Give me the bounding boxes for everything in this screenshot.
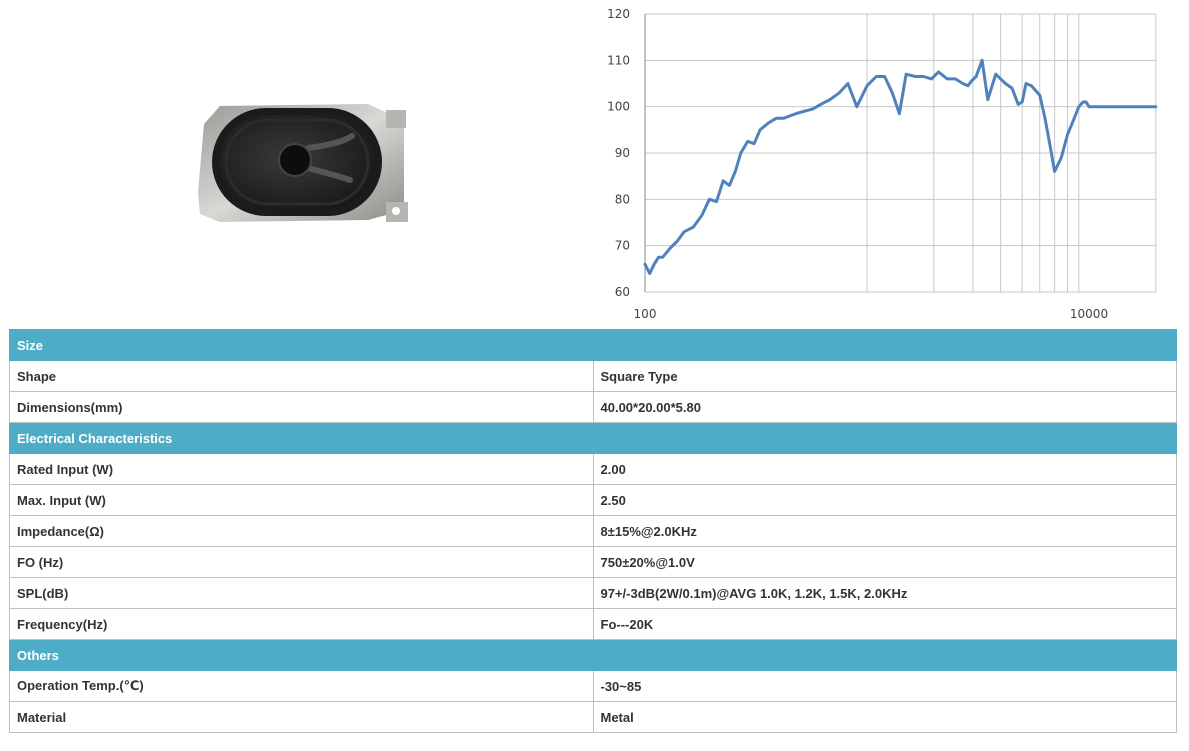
spec-row-impedance: Impedance(Ω) 8±15%@2.0KHz	[9, 515, 1177, 547]
frequency-response-line	[643, 58, 1158, 275]
y-tick-labels: 60 70 80 90 100 110 120	[607, 7, 630, 299]
y-tick-label: 80	[615, 192, 630, 206]
spec-label-frequency: Frequency(Hz)	[9, 608, 594, 640]
section-title-size: Size	[9, 329, 1177, 361]
horizontal-gridlines	[645, 13, 1156, 293]
y-tick-label: 100	[607, 100, 630, 114]
spec-label-impedance: Impedance(Ω)	[9, 515, 594, 547]
speaker-product-image	[198, 104, 408, 222]
section-title-electrical: Electrical Characteristics	[9, 422, 1177, 454]
x-tick-labels: 100 10000	[634, 307, 1109, 321]
spec-value-operation-temp: -30~85	[592, 670, 1177, 702]
spec-label-spl: SPL(dB)	[9, 577, 594, 609]
frequency-response-chart: 60 70 80 90 100 110 120 100 10000	[607, 7, 1158, 321]
x-tick-label: 100	[634, 307, 657, 321]
y-tick-label: 60	[615, 285, 630, 299]
spec-value-rated-input: 2.00	[592, 453, 1177, 485]
spec-row-rated-input: Rated Input (W) 2.00	[9, 453, 1177, 485]
spec-row-max-input: Max. Input (W) 2.50	[9, 484, 1177, 516]
specifications-table: Size Shape Square Type Dimensions(mm) 40…	[9, 329, 1177, 733]
y-tick-label: 70	[615, 239, 630, 253]
spec-value-spl: 97+/-3dB(2W/0.1m)@AVG 1.0K, 1.2K, 1.5K, …	[592, 577, 1177, 609]
spec-label-operation-temp: Operation Temp.(℃)	[9, 670, 594, 702]
x-tick-label: 10000	[1070, 307, 1108, 321]
spec-value-frequency: Fo---20K	[592, 608, 1177, 640]
spec-value-shape: Square Type	[592, 360, 1177, 392]
section-title-others: Others	[9, 639, 1177, 671]
spec-label-shape: Shape	[9, 360, 594, 392]
spec-row-fo: FO (Hz) 750±20%@1.0V	[9, 546, 1177, 578]
spec-row-material: Material Metal	[9, 701, 1177, 733]
spec-label-rated-input: Rated Input (W)	[9, 453, 594, 485]
vertical-gridlines	[644, 14, 1157, 292]
spec-row-shape: Shape Square Type	[9, 360, 1177, 392]
spec-label-material: Material	[9, 701, 594, 733]
spec-label-dimensions: Dimensions(mm)	[9, 391, 594, 423]
section-header-electrical: Electrical Characteristics	[9, 422, 1177, 454]
spec-value-dimensions: 40.00*20.00*5.80	[592, 391, 1177, 423]
spec-row-spl: SPL(dB) 97+/-3dB(2W/0.1m)@AVG 1.0K, 1.2K…	[9, 577, 1177, 609]
spec-label-fo: FO (Hz)	[9, 546, 594, 578]
y-tick-label: 120	[607, 7, 630, 21]
spec-value-material: Metal	[592, 701, 1177, 733]
section-header-others: Others	[9, 639, 1177, 671]
spec-row-operation-temp: Operation Temp.(℃) -30~85	[9, 670, 1177, 702]
spec-value-fo: 750±20%@1.0V	[592, 546, 1177, 578]
section-header-size: Size	[9, 329, 1177, 361]
spec-value-max-input: 2.50	[592, 484, 1177, 516]
spec-value-impedance: 8±15%@2.0KHz	[592, 515, 1177, 547]
spec-row-dimensions: Dimensions(mm) 40.00*20.00*5.80	[9, 391, 1177, 423]
y-tick-label: 90	[615, 146, 630, 160]
spec-row-frequency: Frequency(Hz) Fo---20K	[9, 608, 1177, 640]
spec-label-max-input: Max. Input (W)	[9, 484, 594, 516]
y-tick-label: 110	[607, 53, 630, 67]
